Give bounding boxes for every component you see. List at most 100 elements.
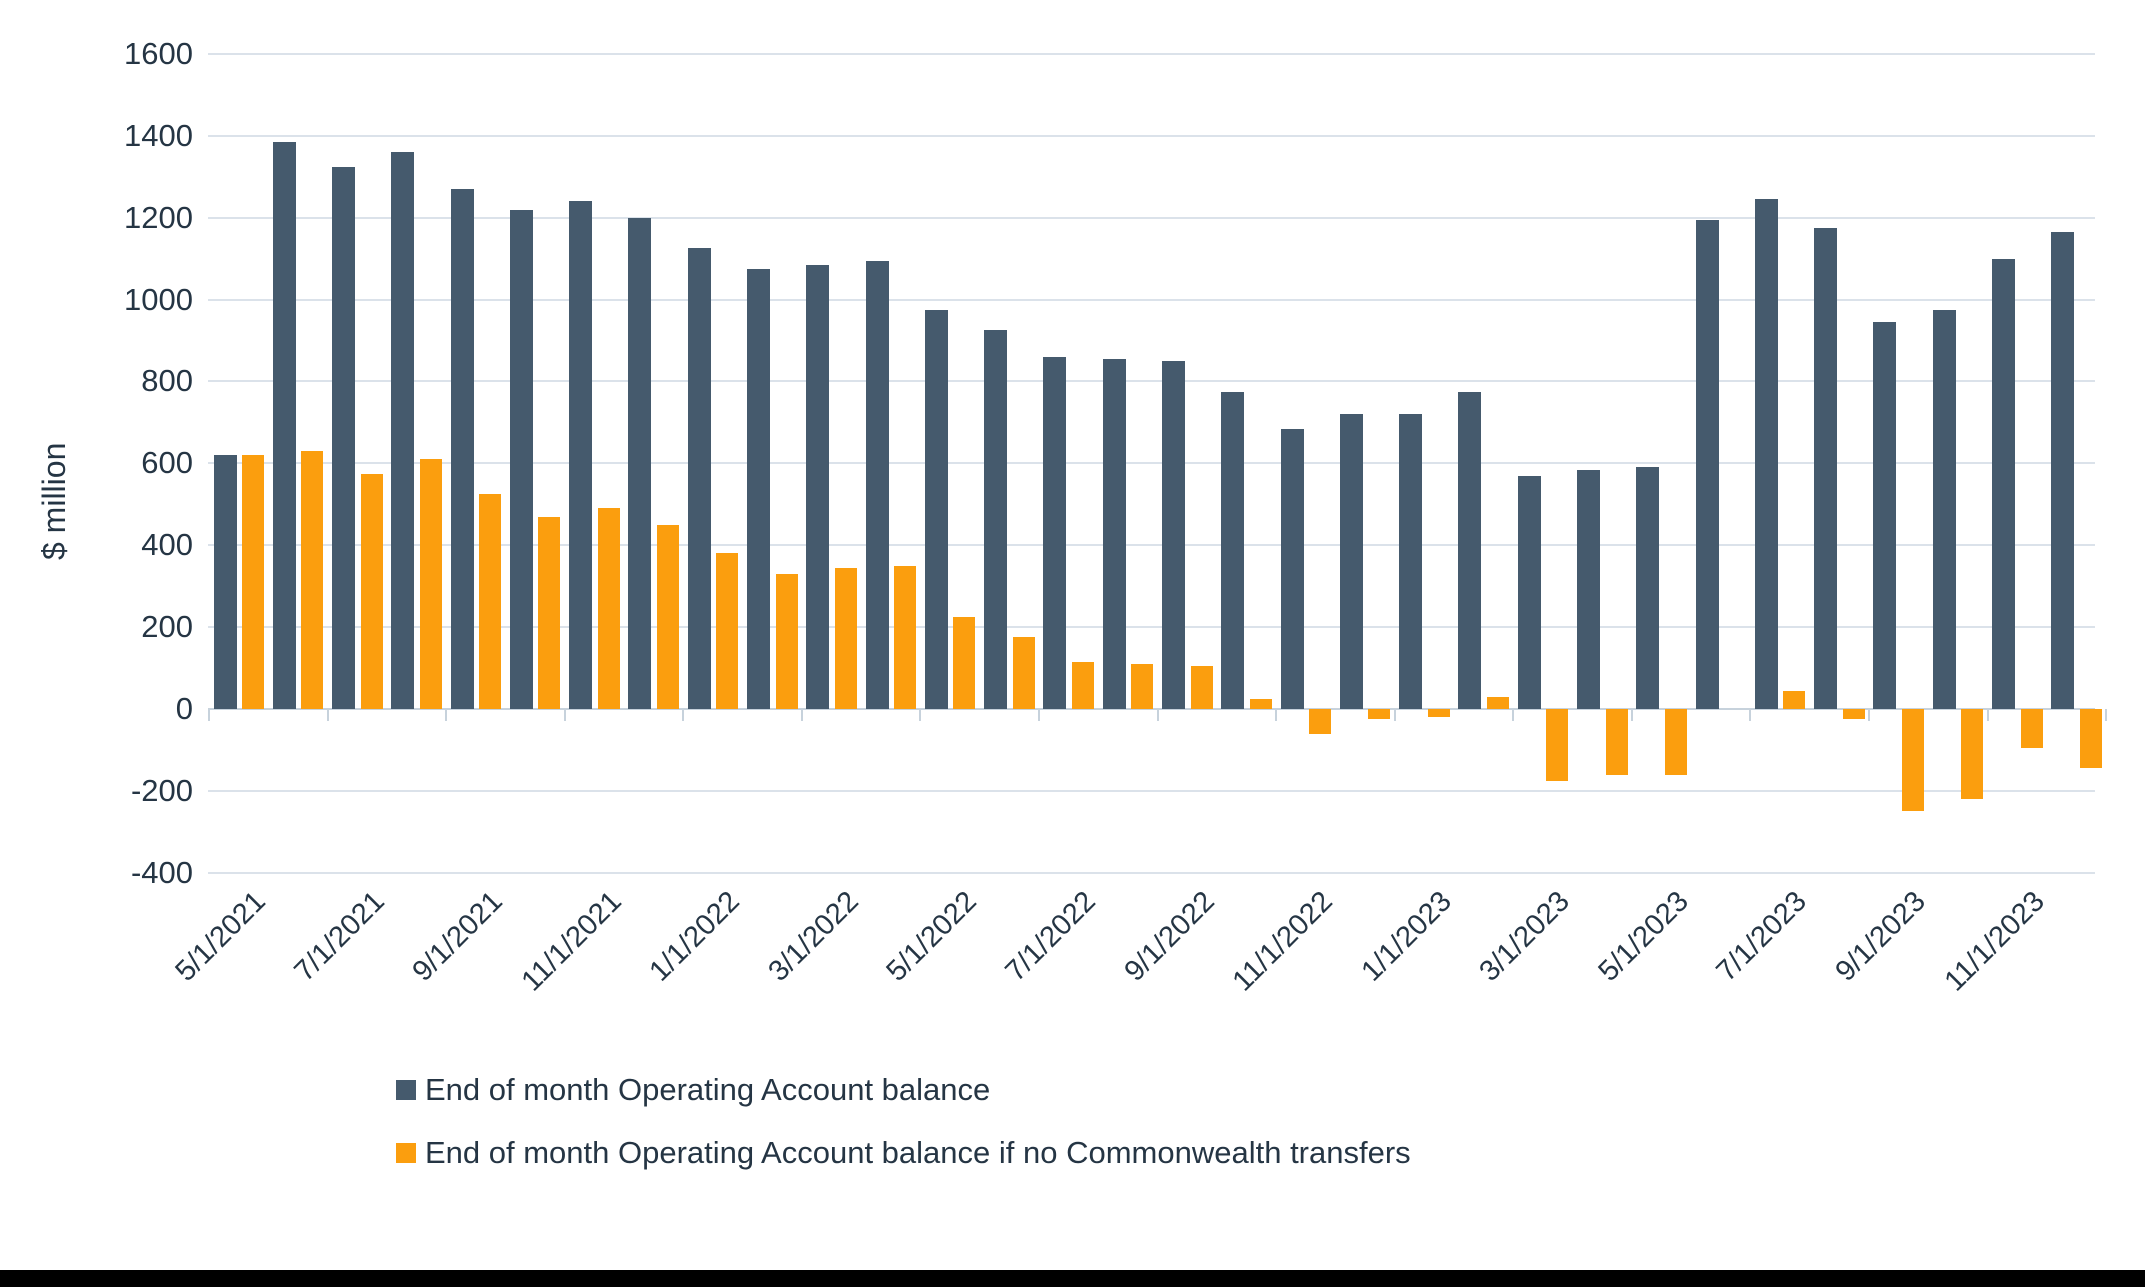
- bar-no-transfers: [1605, 709, 1628, 775]
- axis-tick: [1156, 709, 1159, 721]
- bar-no-transfers: [1486, 696, 1509, 709]
- bottom-black-bar: [0, 1270, 2145, 1287]
- axis-tick: [1986, 709, 1989, 721]
- bar-no-transfers: [1012, 637, 1035, 709]
- bar-balance: [1162, 361, 1186, 709]
- bar-balance: [1754, 199, 1778, 709]
- bar-balance: [1517, 475, 1541, 709]
- y-axis-tick-label: 1200: [124, 199, 193, 235]
- bar-no-transfers: [1961, 709, 1984, 800]
- bar-no-transfers: [1309, 709, 1332, 734]
- axis-tick: [1630, 709, 1633, 721]
- bar-balance: [806, 264, 830, 709]
- x-axis-tick-label: 11/1/2023: [1938, 885, 2051, 998]
- legend-item-balance: End of month Operating Account balance: [396, 1072, 1411, 1108]
- bar-no-transfers: [953, 616, 976, 709]
- axis-tick: [563, 709, 566, 721]
- legend-swatch-no-transfers-icon: [396, 1143, 416, 1163]
- bar-balance: [1577, 469, 1601, 709]
- bar-balance: [1636, 467, 1660, 709]
- y-axis-tick-label: 1600: [124, 35, 193, 71]
- bar-balance: [1221, 391, 1245, 709]
- axis-tick: [800, 709, 803, 721]
- bar-no-transfers: [242, 455, 264, 709]
- bar-balance: [924, 309, 948, 709]
- bar-balance: [1458, 391, 1482, 709]
- bar-balance: [1399, 414, 1423, 709]
- axis-tick: [1275, 709, 1278, 721]
- x-axis-tick-label: 9/1/2023: [1829, 885, 1932, 988]
- bar-no-transfers: [1842, 709, 1865, 720]
- bar-no-transfers: [1427, 709, 1450, 718]
- axis-tick: [2105, 709, 2108, 721]
- axis-tick: [326, 709, 329, 721]
- y-axis-tick-label: 600: [141, 445, 193, 481]
- bar-balance: [2051, 232, 2075, 709]
- bar-no-transfers: [1368, 709, 1391, 720]
- bar-balance: [1814, 227, 1838, 709]
- bar-balance: [1339, 414, 1363, 709]
- bar-balance: [1992, 258, 2015, 709]
- x-axis-tick-label: 5/1/2021: [169, 885, 272, 988]
- bar-balance: [450, 189, 474, 709]
- bar-balance: [1102, 358, 1126, 709]
- bar-no-transfers: [1546, 709, 1569, 781]
- bar-balance: [1043, 356, 1067, 709]
- gridline: [208, 298, 2095, 301]
- gridline: [208, 380, 2095, 383]
- x-axis-tick-label: 7/1/2023: [1710, 885, 1814, 988]
- y-axis-tick-label: 1400: [124, 117, 193, 153]
- legend-label-no-transfers: End of month Operating Account balance i…: [425, 1135, 1411, 1170]
- zero-axis-line: [208, 708, 2095, 710]
- axis-tick: [208, 709, 210, 721]
- bar-balance: [747, 268, 771, 709]
- x-axis-tick-label: 7/1/2021: [288, 885, 391, 988]
- y-axis-tick-label: -200: [130, 772, 193, 808]
- bar-balance: [1932, 309, 1956, 709]
- legend-item-no-transfers: End of month Operating Account balance i…: [396, 1135, 1411, 1171]
- bar-balance: [509, 209, 533, 709]
- bar-no-transfers: [1901, 709, 1924, 812]
- bar-no-transfers: [597, 508, 620, 709]
- gridline: [208, 134, 2095, 137]
- gridline: [208, 789, 2095, 792]
- axis-tick: [1393, 709, 1396, 721]
- axis-tick: [1512, 709, 1515, 721]
- gridline: [208, 462, 2095, 465]
- bar-no-transfers: [1249, 698, 1272, 709]
- bar-no-transfers: [2079, 709, 2102, 769]
- legend: End of month Operating Account balance E…: [396, 1072, 1411, 1198]
- axis-tick: [919, 709, 922, 721]
- bar-no-transfers: [360, 473, 383, 709]
- bar-balance: [391, 152, 415, 709]
- gridline: [208, 52, 2095, 55]
- y-axis-title: $ million: [36, 442, 72, 560]
- bar-balance: [687, 248, 711, 709]
- bar-no-transfers: [538, 516, 561, 709]
- y-axis-tick-label: 1000: [124, 281, 193, 317]
- bar-no-transfers: [1071, 661, 1094, 709]
- bar-no-transfers: [1131, 663, 1154, 709]
- bar-balance: [628, 217, 652, 709]
- bar-balance: [1695, 219, 1719, 709]
- gridline: [208, 216, 2095, 219]
- x-axis-tick-label: 5/1/2023: [1592, 885, 1695, 988]
- bar-balance: [1280, 428, 1304, 709]
- bar-no-transfers: [1783, 690, 1806, 709]
- bar-no-transfers: [894, 565, 917, 709]
- bar-balance: [1873, 322, 1897, 709]
- gridline: [208, 544, 2095, 547]
- bar-balance: [984, 330, 1008, 709]
- axis-tick: [445, 709, 448, 721]
- y-axis-tick-label: 200: [141, 609, 193, 645]
- axis-tick: [682, 709, 685, 721]
- bar-no-transfers: [479, 494, 502, 709]
- y-axis-tick-label: 0: [175, 691, 193, 726]
- bar-balance: [569, 201, 593, 709]
- bar-balance: [272, 141, 296, 709]
- bar-no-transfers: [716, 553, 739, 709]
- bar-balance: [332, 166, 356, 709]
- bar-no-transfers: [301, 451, 324, 709]
- bar-no-transfers: [1664, 709, 1687, 775]
